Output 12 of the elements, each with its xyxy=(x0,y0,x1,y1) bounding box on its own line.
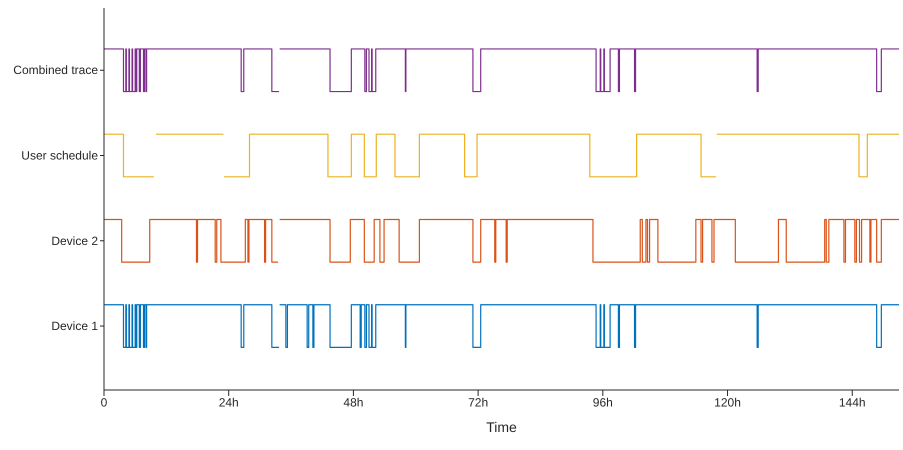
series-label: Device 1 xyxy=(51,319,98,334)
x-tick-label: 120h xyxy=(714,396,741,410)
x-tick-label: 72h xyxy=(468,396,488,410)
x-axis-title: Time xyxy=(486,419,518,435)
series-label: User schedule xyxy=(21,148,98,163)
x-tick-label: 48h xyxy=(343,396,364,410)
x-tick-label: 24h xyxy=(218,396,239,410)
series-label: Device 2 xyxy=(51,234,98,248)
x-tick-label: 0 xyxy=(100,396,108,410)
series-label: Combined trace xyxy=(13,63,98,78)
x-tick-label: 96h xyxy=(592,396,613,410)
x-tick-label: 144h xyxy=(838,396,866,410)
